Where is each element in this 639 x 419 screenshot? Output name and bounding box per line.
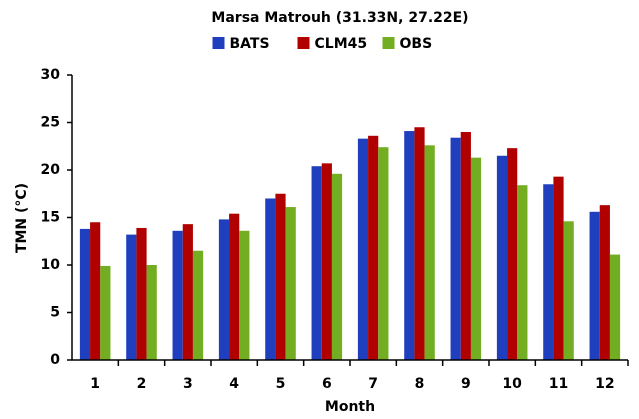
legend-swatch — [382, 37, 395, 49]
bar — [404, 131, 415, 360]
bar — [182, 224, 193, 360]
bar — [331, 173, 343, 360]
bar — [218, 219, 230, 360]
bar — [563, 221, 574, 360]
x-tick-label: 3 — [183, 376, 193, 392]
bar — [285, 207, 296, 360]
bar — [146, 265, 157, 360]
bar — [275, 193, 286, 360]
bar — [450, 137, 461, 360]
bar — [414, 127, 425, 360]
y-tick-label: 15 — [41, 210, 60, 226]
bar — [543, 184, 554, 360]
bar — [460, 132, 471, 360]
legend-label: CLM45 — [315, 36, 368, 52]
bar — [100, 265, 111, 360]
y-tick-label: 25 — [41, 115, 60, 131]
x-tick-label: 1 — [90, 376, 100, 392]
bar — [229, 213, 240, 360]
bar — [357, 138, 369, 360]
bar — [496, 155, 508, 360]
legend-label: OBS — [400, 36, 433, 52]
bar — [378, 147, 389, 360]
bar — [321, 163, 332, 360]
legend-swatch — [212, 37, 225, 49]
bar — [311, 166, 322, 360]
y-tick-label: 0 — [50, 352, 60, 368]
bar — [136, 227, 147, 360]
bar — [553, 176, 564, 360]
x-tick-label: 8 — [415, 376, 425, 392]
bar — [589, 211, 600, 360]
y-axis-label: TMN (°C) — [14, 183, 30, 253]
y-tick-label: 30 — [41, 67, 61, 83]
bar — [239, 230, 250, 360]
bar — [126, 234, 137, 360]
bar — [470, 157, 482, 360]
y-tick-label: 5 — [50, 305, 60, 321]
x-tick-label: 11 — [549, 376, 568, 392]
x-axis-label: Month — [325, 399, 375, 415]
bar — [517, 185, 528, 360]
bar — [424, 145, 435, 360]
bar — [609, 254, 621, 360]
bar — [368, 135, 379, 360]
bar — [192, 250, 204, 360]
bar — [172, 230, 183, 360]
bar — [265, 198, 276, 360]
y-tick-label: 20 — [41, 162, 61, 178]
legend-swatch — [297, 37, 310, 49]
legend-label: BATS — [230, 36, 270, 52]
x-tick-label: 10 — [502, 376, 522, 392]
x-tick-label: 9 — [461, 376, 471, 392]
bar — [507, 148, 518, 360]
bar — [599, 205, 610, 360]
x-tick-label: 2 — [137, 376, 147, 392]
x-tick-label: 7 — [368, 376, 378, 392]
x-tick-label: 4 — [229, 376, 239, 392]
bar — [90, 222, 101, 360]
y-tick-label: 10 — [41, 257, 61, 273]
x-tick-label: 6 — [322, 376, 332, 392]
x-tick-label: 12 — [595, 376, 614, 392]
x-tick-label: 5 — [276, 376, 286, 392]
chart-title: Marsa Matrouh (31.33N, 27.22E) — [211, 10, 468, 26]
bar — [79, 228, 91, 360]
